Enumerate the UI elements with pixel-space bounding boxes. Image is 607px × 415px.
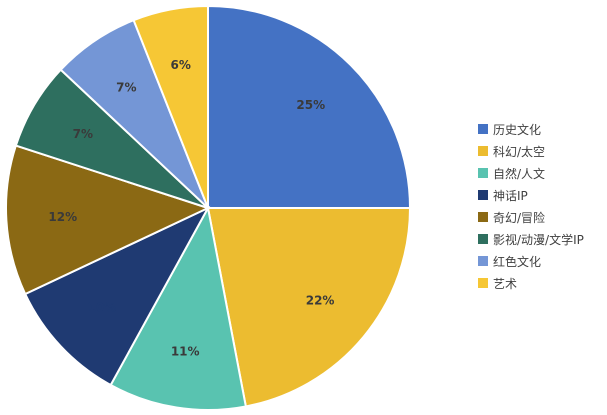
legend-label: 历史文化	[493, 122, 542, 137]
legend-item-6: 影视/动漫/文学IP	[478, 228, 606, 250]
legend-label: 自然/人文	[493, 166, 546, 181]
legend-label: 红色文化	[493, 254, 542, 269]
legend-item-4: 神话IP	[478, 184, 606, 206]
pie-slice-4	[23, 205, 211, 387]
legend-swatch	[478, 234, 488, 244]
legend-item-5: 奇幻/冒险	[478, 206, 606, 228]
legend-item-2: 科幻/太空	[478, 140, 606, 162]
pie-slice-8	[132, 4, 209, 209]
legend-swatch	[478, 212, 488, 222]
pie-slice-1	[207, 4, 412, 209]
legend-item-7: 红色文化	[478, 250, 606, 272]
data-label-3: 11%	[171, 345, 200, 359]
data-label-8: 6%	[171, 58, 191, 72]
legend-label: 奇幻/冒险	[493, 210, 546, 225]
legend-swatch	[478, 278, 488, 288]
legend-label: 神话IP	[493, 188, 528, 203]
legend-label: 科幻/太空	[493, 144, 546, 159]
data-label-5: 12%	[48, 210, 77, 224]
pie-slice-2	[206, 207, 412, 408]
legend-item-8: 艺术	[478, 272, 606, 294]
data-label-7: 7%	[116, 81, 136, 95]
legend-item-3: 自然/人文	[478, 162, 606, 184]
legend-label: 艺术	[493, 276, 518, 291]
chart-legend: 历史文化科幻/太空自然/人文神话IP 奇幻/冒险影视/动漫/文学IP 红色文化艺术	[478, 118, 606, 294]
pie-slices	[5, 4, 412, 411]
legend-swatch	[478, 190, 488, 200]
legend-label: 影视/动漫/文学IP	[493, 232, 584, 247]
pie-slice-3	[109, 205, 248, 411]
data-label-4: 10%	[88, 301, 117, 315]
legend-item-1: 历史文化	[478, 118, 606, 140]
legend-swatch	[478, 168, 488, 178]
legend-swatch	[478, 146, 488, 156]
pie-data-labels: 25% 22% 11% 10% 12% 7% 7% 6%	[48, 58, 334, 359]
pie-slice-5	[5, 144, 211, 296]
data-label-1: 25%	[296, 98, 325, 112]
legend-swatch	[478, 256, 488, 266]
data-label-2: 22%	[306, 294, 335, 308]
legend-swatch	[478, 124, 488, 134]
data-label-6: 7%	[73, 127, 93, 141]
